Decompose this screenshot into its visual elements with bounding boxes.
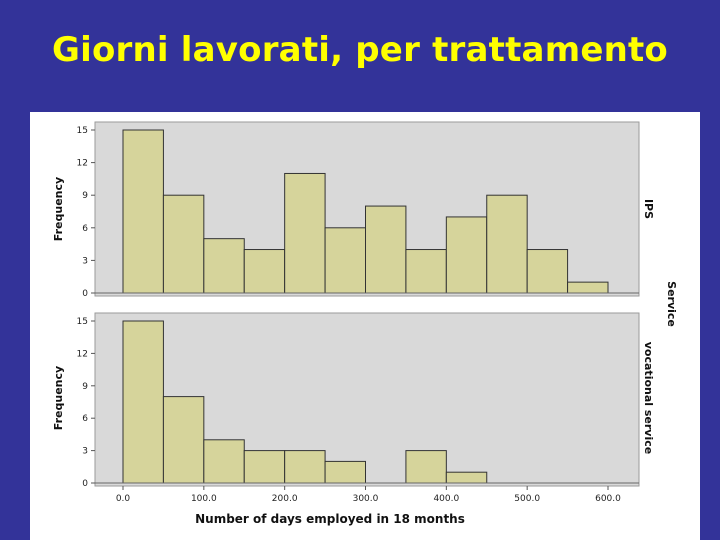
histogram-bar xyxy=(243,249,286,294)
x-axis-label: Number of days employed in 18 months xyxy=(195,512,465,526)
histogram-bar xyxy=(284,172,326,294)
x-axis-ticks: 0.0 100.0 200.0 300.0 400.0 500.0 600.0 xyxy=(116,486,621,504)
x-tick-label: 500.0 xyxy=(514,494,540,504)
y-tick-label: 9 xyxy=(82,382,88,392)
histogram-bar xyxy=(203,238,245,294)
histogram-figure: 0 3 6 9 12 15 0 3 6 9 12 15 Frequency Frequency IP… xyxy=(30,112,700,540)
ips-panel: 0 3 6 9 12 15 xyxy=(77,121,640,299)
facet-header-service: Service xyxy=(665,281,678,327)
histogram-bar xyxy=(405,249,447,294)
histogram-bar xyxy=(526,249,569,294)
facet-label-ips: IPS xyxy=(642,199,655,219)
x-tick-label: 400.0 xyxy=(433,494,459,504)
histogram-bar xyxy=(486,194,528,294)
x-tick-label: 0.0 xyxy=(116,494,131,504)
y-tick-label: 6 xyxy=(82,224,88,234)
slide-title: Giorni lavorati, per trattamento xyxy=(52,30,668,70)
y-tick-label: 0 xyxy=(82,479,88,489)
histogram-bar xyxy=(405,450,447,484)
y-axis-label-top: Frequency xyxy=(52,177,65,241)
facet-label-vocational-service: vocational service xyxy=(642,342,655,454)
faceted-histogram-chart: 0 3 6 9 12 15 0 3 6 9 12 15 Frequency Frequency IP… xyxy=(52,121,678,526)
histogram-bar xyxy=(122,320,164,484)
y-tick-label: 12 xyxy=(77,349,88,359)
y-tick-label: 15 xyxy=(77,126,88,136)
y-tick-label: 0 xyxy=(82,289,88,299)
histogram-bar xyxy=(324,460,367,484)
histogram-bar xyxy=(284,450,326,484)
y-tick-label: 15 xyxy=(77,317,88,327)
y-axis-label-bottom: Frequency xyxy=(52,366,65,430)
histogram-bar xyxy=(162,194,205,294)
histogram-bar xyxy=(365,205,407,294)
histogram-bar xyxy=(243,450,286,484)
y-tick-label: 6 xyxy=(82,414,88,424)
histogram-bar xyxy=(445,471,488,484)
y-tick-label: 3 xyxy=(82,256,88,266)
x-tick-label: 300.0 xyxy=(353,494,379,504)
y-tick-label: 12 xyxy=(77,159,88,169)
vocational-service-panel: 0 3 6 9 12 15 xyxy=(77,312,640,489)
histogram-bar xyxy=(445,216,488,294)
x-tick-label: 100.0 xyxy=(191,494,217,504)
histogram-bar xyxy=(567,281,609,294)
histogram-bar xyxy=(203,439,245,484)
histogram-bar xyxy=(324,227,367,294)
histogram-bar xyxy=(162,396,205,484)
y-tick-label: 9 xyxy=(82,191,88,201)
x-tick-label: 200.0 xyxy=(272,494,298,504)
histogram-bar xyxy=(122,129,164,294)
x-tick-label: 600.0 xyxy=(595,494,621,504)
y-tick-label: 3 xyxy=(82,447,88,457)
